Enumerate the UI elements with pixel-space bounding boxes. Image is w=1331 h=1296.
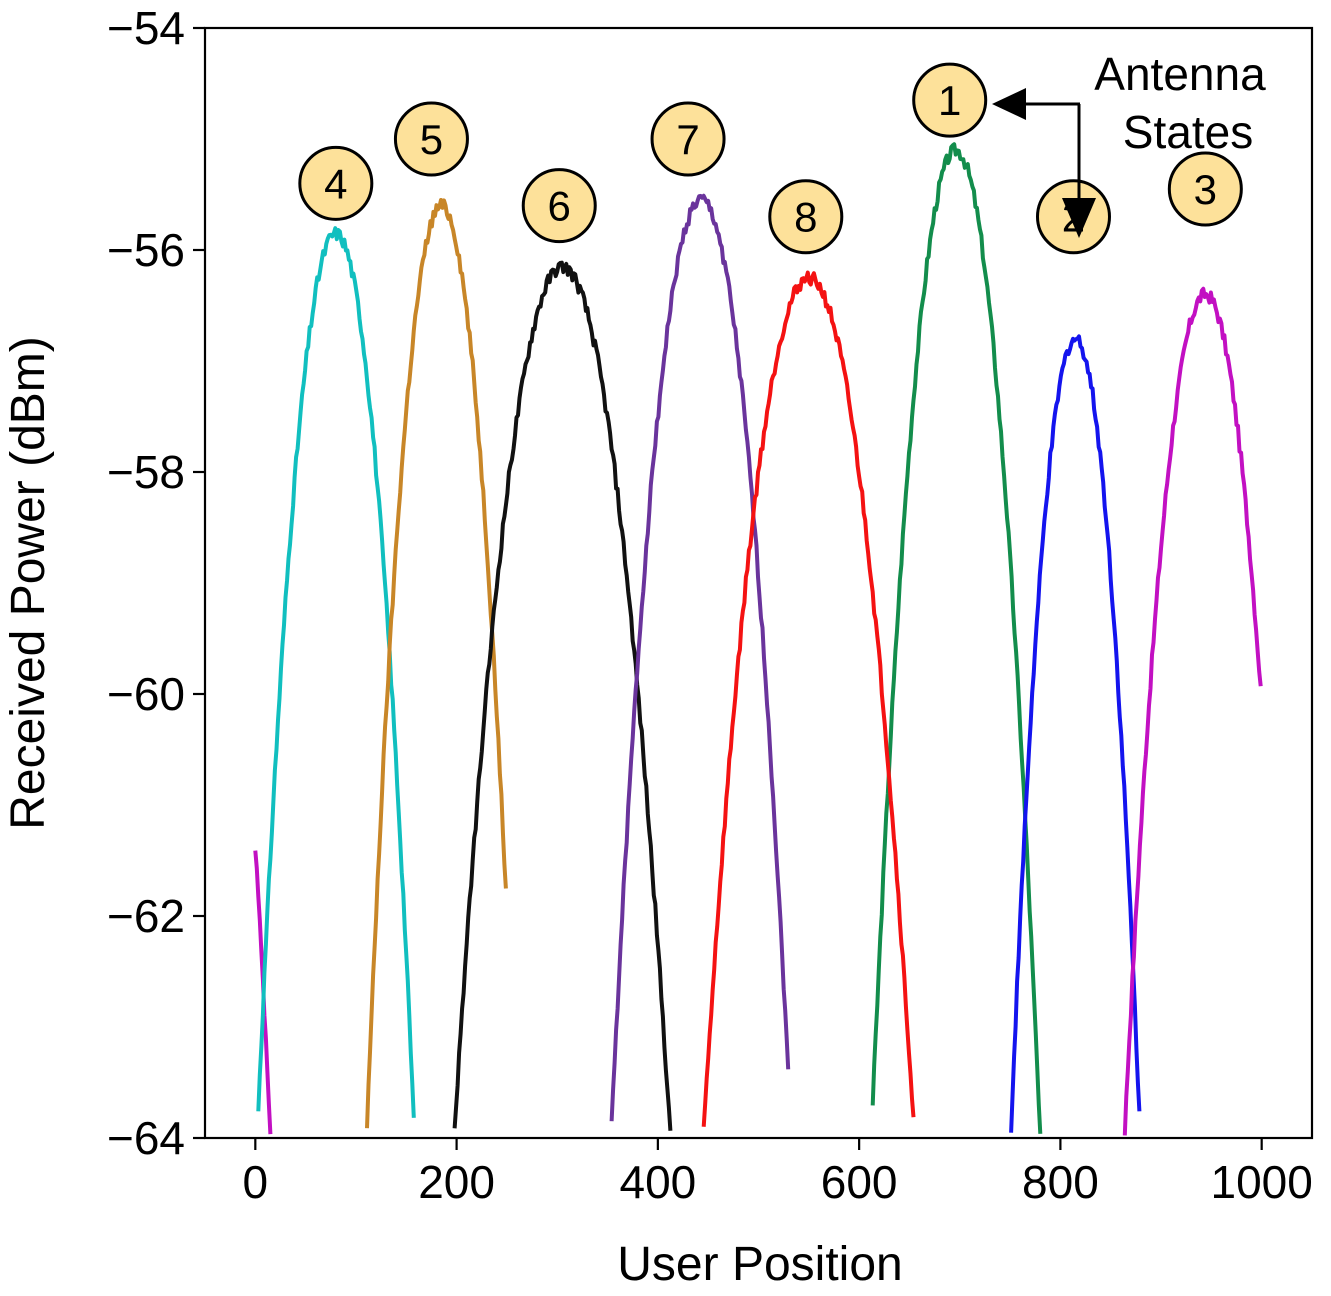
arrow-left-icon xyxy=(992,88,1026,120)
tick-layer: 0 200 400 600 800 1000 −54 −56 −58 −60 −62 −64 xyxy=(107,2,1313,1208)
state-marker-circle xyxy=(768,179,844,255)
state-marker-label: 8 xyxy=(794,194,817,241)
y-tick-label: −56 xyxy=(107,224,185,276)
x-tick-label: 400 xyxy=(619,1156,696,1208)
series-line-state-6 xyxy=(452,260,673,1131)
series-line-state-8 xyxy=(701,270,916,1127)
x-tick-label: 600 xyxy=(821,1156,898,1208)
arrow-down-icon xyxy=(1062,198,1096,238)
antenna-annotation-line1: Antenna xyxy=(1094,48,1266,100)
state-marker-circle xyxy=(521,168,597,244)
series-line-state-3 xyxy=(1122,286,1263,1136)
series-line-state-7 xyxy=(609,193,791,1122)
y-tick-label: −62 xyxy=(107,890,185,942)
x-axis-title: User Position xyxy=(617,1238,902,1291)
plot-frame xyxy=(203,26,1314,1140)
antenna-states-annotation: Antenna States xyxy=(992,48,1266,238)
series-line-state-5 xyxy=(365,198,508,1129)
state-marker-circle xyxy=(393,101,469,177)
state-marker-circle xyxy=(1167,151,1243,227)
state-marker-label: 5 xyxy=(420,116,443,163)
x-tick-label: 800 xyxy=(1022,1156,1099,1208)
state-marker-circle xyxy=(912,62,988,138)
state-marker-label: 1 xyxy=(938,77,961,124)
x-tick-label: 0 xyxy=(243,1156,269,1208)
series-line-state-1 xyxy=(870,142,1043,1134)
y-tick-label: −58 xyxy=(107,446,185,498)
state-marker-label: 6 xyxy=(548,183,571,230)
x-tick-label: 1000 xyxy=(1211,1156,1313,1208)
state-marker-label: 4 xyxy=(324,160,347,207)
state-marker-circle xyxy=(298,145,374,221)
state-marker-label: 7 xyxy=(676,116,699,163)
antenna-annotation-line2: States xyxy=(1123,106,1253,158)
series-line-state-2 xyxy=(1009,334,1142,1133)
y-tick-label: −64 xyxy=(107,1112,185,1164)
state-marker-circle xyxy=(650,101,726,177)
y-tick-label: −54 xyxy=(107,2,185,54)
x-tick-label: 200 xyxy=(418,1156,495,1208)
y-tick-label: −60 xyxy=(107,668,185,720)
state-marker-label: 3 xyxy=(1194,166,1217,213)
y-axis-title: Received Power (dBm) xyxy=(2,336,55,830)
series-line-state-4 xyxy=(256,226,416,1118)
series-layer xyxy=(253,142,1263,1136)
